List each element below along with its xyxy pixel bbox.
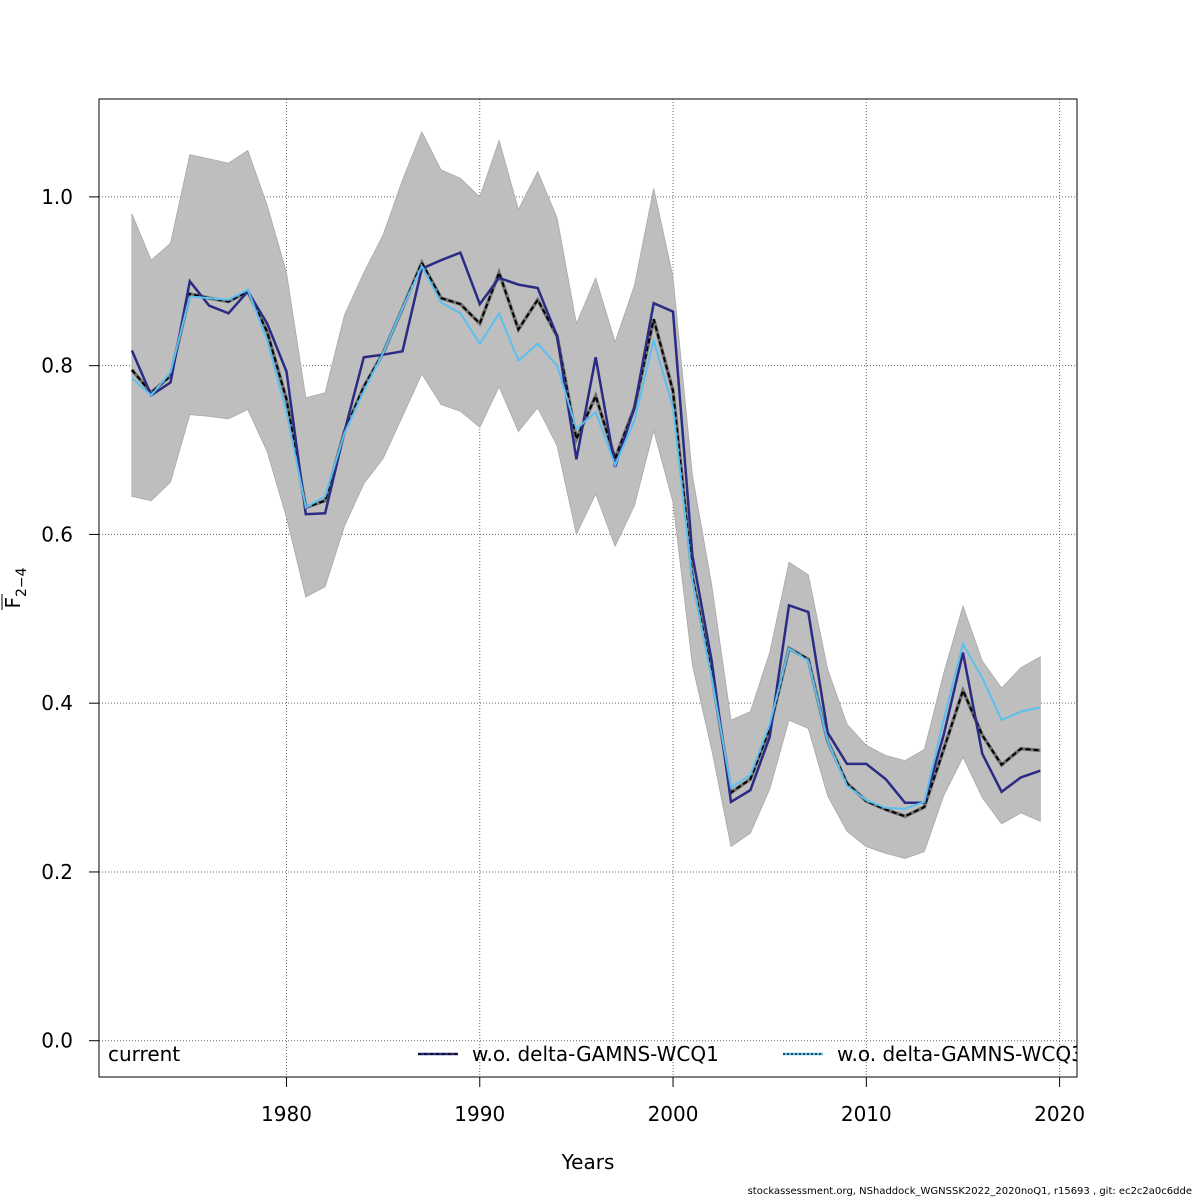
y-axis-title-sub: 2−4 [14, 567, 30, 597]
svg-text:F2−4: F2−4 [1, 567, 30, 608]
series-current [131, 260, 1041, 818]
y-tick-label-1: 0.2 [41, 860, 73, 884]
y-tick-label-5: 1.0 [41, 185, 73, 209]
series-wcq3 [131, 263, 1041, 810]
x-axis-title: Years [561, 1150, 615, 1174]
x-tick-label-1980: 1980 [261, 1102, 312, 1126]
series-lines [130, 250, 1041, 819]
x-tick-label-1990: 1990 [454, 1102, 505, 1126]
y-axis-title: F2−4 [1, 567, 30, 610]
series-wcq1 [130, 250, 1041, 805]
footer-credit: stockassessment.org, NShaddock_WGNSSK202… [747, 1186, 1192, 1197]
y-axis-title-main: F [1, 597, 25, 609]
y-axis: 0.0 0.2 0.4 0.6 0.8 1.0 [41, 185, 100, 1053]
y-tick-label-3: 0.6 [41, 522, 73, 546]
y-tick-label-4: 0.8 [41, 354, 73, 378]
x-tick-label-2000: 2000 [648, 1102, 699, 1126]
y-tick-label-0: 0.0 [41, 1029, 73, 1053]
legend: current w.o. delta-GAMNS-WCQ1 w.o. delta… [108, 1042, 1084, 1066]
y-tick-label-2: 0.4 [41, 691, 73, 715]
x-tick-label-2020: 2020 [1034, 1102, 1085, 1126]
legend-clip: w.o. delta-GAMNS-WCQ3 [837, 1042, 1084, 1066]
legend-label-current: current [108, 1042, 180, 1066]
legend-label-wcq1: w.o. delta-GAMNS-WCQ1 [472, 1042, 719, 1066]
legend-label-wcq3: w.o. delta-GAMNS-WCQ3 [837, 1042, 1084, 1066]
x-tick-label-2010: 2010 [841, 1102, 892, 1126]
confidence-band [131, 130, 1041, 859]
x-axis: 1980 1990 2000 2010 2020 [261, 1076, 1085, 1126]
